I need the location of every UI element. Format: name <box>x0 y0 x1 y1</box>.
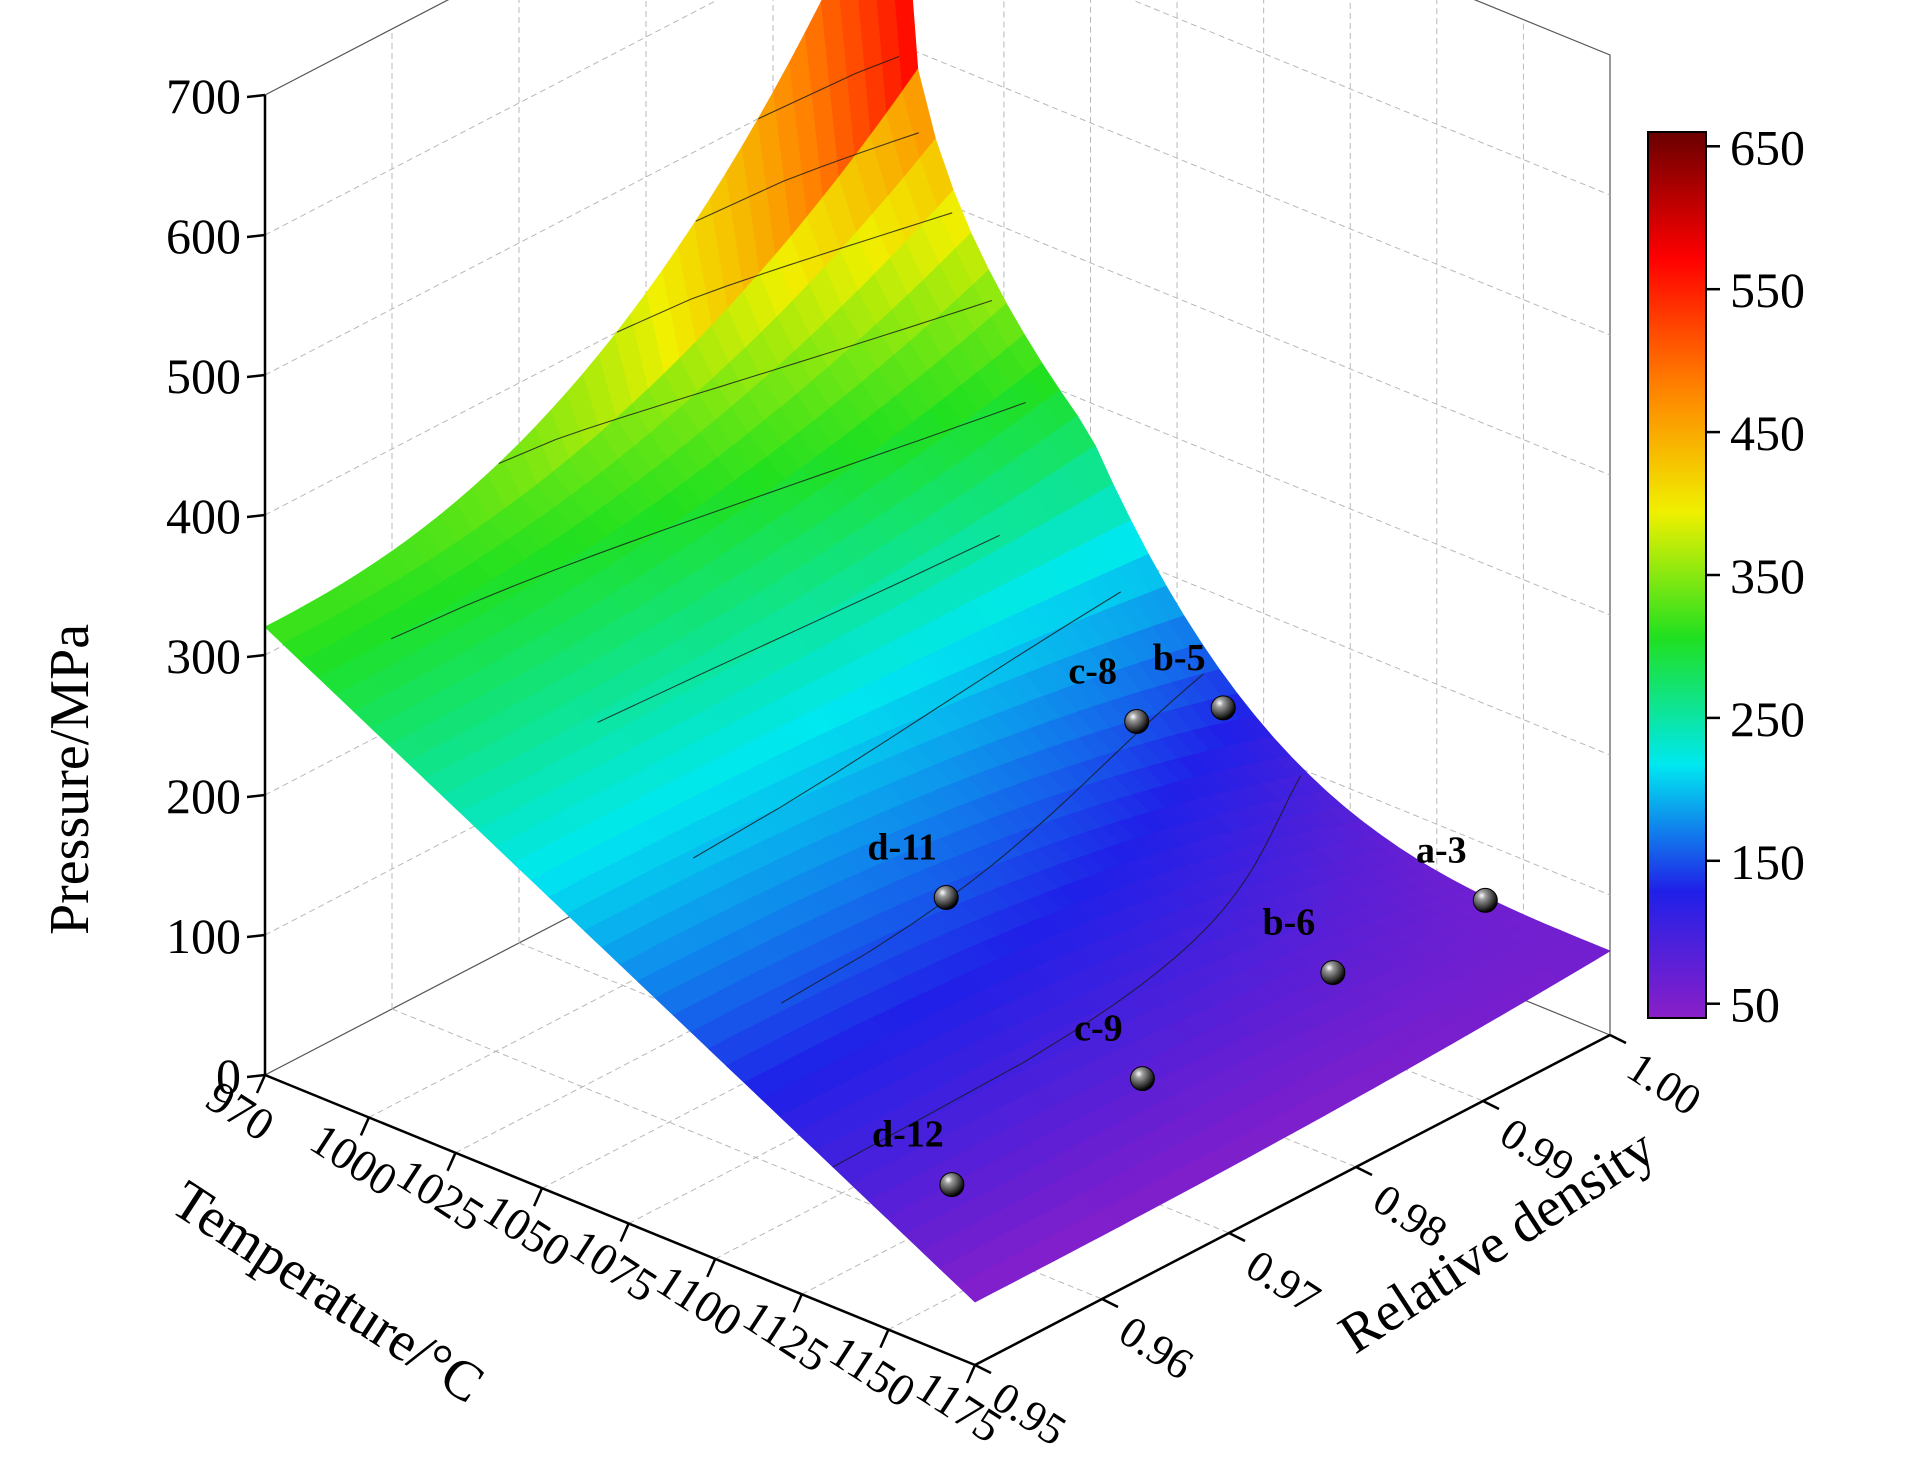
z-tick-label: 600 <box>166 208 241 264</box>
colorbar: 50 150 250 350 450 550 650 <box>1647 119 1805 1033</box>
z-tick <box>246 373 266 379</box>
data-point-label: b-5 <box>1153 637 1206 679</box>
colorbar-tick-label: 250 <box>1730 691 1805 747</box>
data-points: a-3 b-5 b-6 c-8 c-9 d-11 d-12 <box>867 637 1498 1198</box>
y-tick-label: 1.00 <box>1619 1042 1710 1125</box>
surface-plot <box>264 0 1611 1303</box>
surface-cell <box>956 1276 992 1303</box>
z-tick-label: 0 <box>216 1048 241 1104</box>
y-tick-label: 0.97 <box>1238 1240 1329 1323</box>
y-tick-label: 0.95 <box>984 1372 1075 1455</box>
contour-line <box>391 401 1026 640</box>
x-tick <box>792 1293 803 1313</box>
contour-line <box>692 591 1121 859</box>
z-tick <box>246 1073 266 1079</box>
y-tick <box>1355 1165 1373 1177</box>
y-tick <box>1609 1033 1627 1045</box>
y-tick <box>974 1363 992 1375</box>
data-point-label: d-11 <box>867 827 937 869</box>
z-tick <box>246 653 266 659</box>
z-tick-label: 500 <box>166 348 241 404</box>
colorbar-tick-label: 50 <box>1730 977 1780 1033</box>
z-tick <box>246 793 266 799</box>
z-tick <box>246 513 266 519</box>
data-point-b-5 <box>1210 695 1236 721</box>
x-tick <box>879 1329 890 1349</box>
data-point-c-8 <box>1124 709 1150 734</box>
y-tick <box>1482 1099 1500 1111</box>
data-point-label: c-8 <box>1068 651 1117 693</box>
contour-line <box>597 534 1001 723</box>
data-point-d-12 <box>939 1172 965 1198</box>
colorbar-tick-label: 150 <box>1730 834 1805 890</box>
x-tick <box>359 1116 371 1136</box>
data-point-b-6 <box>1320 960 1346 986</box>
z-tick-label: 300 <box>166 628 241 684</box>
colorbar-tick-label: 650 <box>1730 119 1805 175</box>
colorbar-tick-label: 550 <box>1730 262 1805 318</box>
x-tick <box>446 1152 457 1172</box>
contour-line <box>695 132 919 222</box>
data-point-d-11 <box>933 885 959 910</box>
colorbar-tick-label: 450 <box>1730 405 1805 461</box>
data-point-label: b-6 <box>1263 902 1316 944</box>
y-tick <box>1228 1231 1246 1243</box>
contour-line <box>498 299 993 465</box>
z-tick-label: 100 <box>166 908 241 964</box>
data-point-a-3 <box>1472 887 1498 913</box>
colorbar-tick-label: 350 <box>1730 548 1805 604</box>
x-axis-line <box>264 1073 976 1367</box>
x-tick-label: 970 <box>198 1071 284 1151</box>
z-tick <box>246 233 266 239</box>
x-tick <box>965 1364 977 1384</box>
y-tick <box>1101 1297 1119 1309</box>
data-point-label: c-9 <box>1074 1008 1123 1050</box>
y-axis-line <box>974 1033 1611 1367</box>
z-tick-label: 700 <box>166 68 241 124</box>
x-tick <box>619 1223 630 1243</box>
z-tick <box>246 93 266 99</box>
x-tick <box>255 1074 267 1094</box>
z-tick <box>246 933 266 939</box>
z-tick-label: 400 <box>166 488 241 544</box>
data-point-label: a-3 <box>1416 829 1467 871</box>
floor-grid-line <box>391 1008 1103 1300</box>
contour-line <box>616 212 953 333</box>
data-point-c-9 <box>1129 1066 1155 1092</box>
contour-line <box>758 55 900 120</box>
data-point-label: d-12 <box>872 1114 944 1156</box>
x-tick <box>706 1258 717 1278</box>
contour-line <box>832 775 1302 1168</box>
x-tick <box>532 1187 544 1207</box>
colorbar-bar <box>1647 131 1707 1019</box>
z-axis-title: Pressure/MPa <box>39 624 101 935</box>
z-tick-label: 200 <box>166 768 241 824</box>
y-tick-label: 0.96 <box>1111 1306 1202 1389</box>
